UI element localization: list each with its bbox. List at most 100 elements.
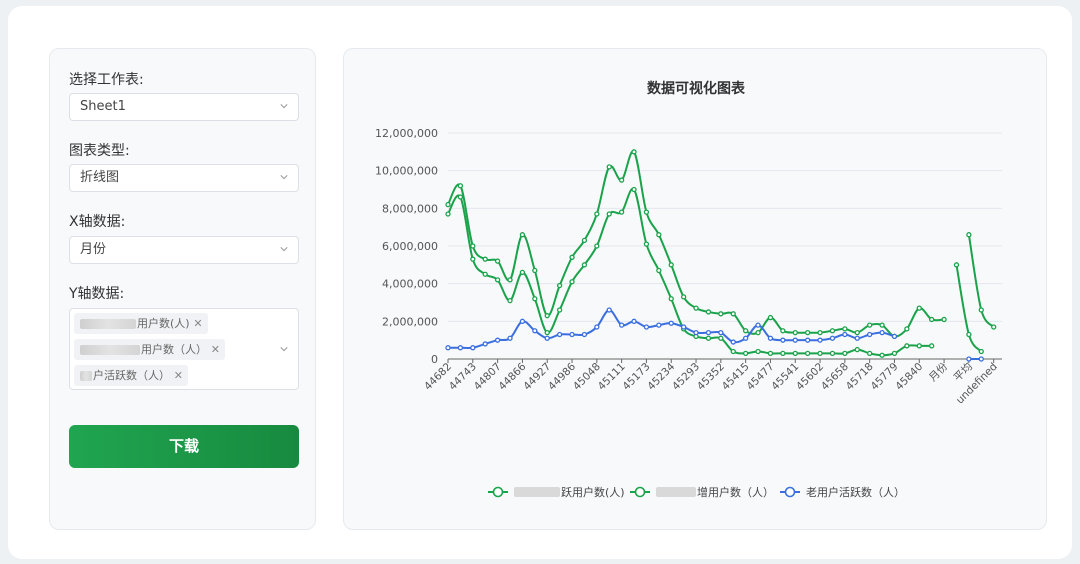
data-point[interactable] <box>470 243 476 249</box>
data-point[interactable] <box>953 262 960 268</box>
data-point[interactable] <box>767 314 774 321</box>
data-point[interactable] <box>569 254 575 260</box>
data-point[interactable] <box>829 328 836 334</box>
data-point[interactable] <box>767 350 774 357</box>
data-point[interactable] <box>891 350 898 357</box>
data-point[interactable] <box>867 350 873 357</box>
data-point[interactable] <box>904 343 910 349</box>
data-point[interactable] <box>792 329 798 336</box>
data-point[interactable] <box>966 356 972 362</box>
data-point[interactable] <box>978 307 984 313</box>
data-point[interactable] <box>643 241 650 247</box>
data-point[interactable] <box>817 350 823 357</box>
data-point[interactable] <box>482 256 488 262</box>
data-point[interactable] <box>656 232 662 238</box>
data-point[interactable] <box>767 335 774 341</box>
data-point[interactable] <box>742 335 749 341</box>
data-point[interactable] <box>556 331 563 338</box>
data-point[interactable] <box>978 356 984 362</box>
data-point[interactable] <box>631 186 637 193</box>
data-point[interactable] <box>680 324 687 330</box>
data-point[interactable] <box>519 269 526 276</box>
data-point[interactable] <box>916 343 922 349</box>
data-point[interactable] <box>854 346 860 353</box>
data-point[interactable] <box>507 297 513 304</box>
data-point[interactable] <box>929 316 935 323</box>
data-point[interactable] <box>556 282 563 289</box>
data-point[interactable] <box>569 331 575 338</box>
data-point[interactable] <box>494 337 501 343</box>
data-point[interactable] <box>730 339 736 345</box>
data-point[interactable] <box>842 326 848 332</box>
data-point[interactable] <box>817 329 823 336</box>
data-point[interactable] <box>780 337 786 343</box>
data-point[interactable] <box>854 329 860 336</box>
data-point[interactable] <box>494 258 501 264</box>
data-point[interactable] <box>643 209 650 215</box>
data-point[interactable] <box>556 307 563 313</box>
data-point[interactable] <box>581 237 588 244</box>
data-point[interactable] <box>780 328 786 334</box>
data-point[interactable] <box>879 329 885 336</box>
data-point[interactable] <box>805 350 811 357</box>
data-point[interactable] <box>904 326 910 332</box>
data-point[interactable] <box>544 335 550 341</box>
data-point[interactable] <box>755 329 761 336</box>
data-point[interactable] <box>705 335 712 341</box>
y-axis-multiselect[interactable]: 用户数(人) ✕ 用户数（人） ✕ 户活跃数（人） ✕ <box>69 308 299 390</box>
data-point[interactable] <box>718 329 724 336</box>
data-point[interactable] <box>482 341 488 347</box>
data-point[interactable] <box>966 232 972 238</box>
data-point[interactable] <box>817 337 823 343</box>
data-point[interactable] <box>792 350 798 357</box>
data-point[interactable] <box>470 345 476 351</box>
data-point[interactable] <box>966 331 972 338</box>
data-point[interactable] <box>618 177 625 183</box>
chart-type-select[interactable]: 折线图 <box>69 164 299 192</box>
data-point[interactable] <box>805 329 811 336</box>
data-point[interactable] <box>457 194 464 200</box>
data-point[interactable] <box>457 345 464 351</box>
data-point[interactable] <box>457 183 464 189</box>
data-point[interactable] <box>991 324 997 330</box>
data-point[interactable] <box>978 348 984 355</box>
data-point[interactable] <box>718 335 724 341</box>
data-point[interactable] <box>916 305 922 311</box>
data-point[interactable] <box>507 335 513 341</box>
data-point[interactable] <box>742 328 749 334</box>
data-point[interactable] <box>643 324 650 330</box>
data-point[interactable] <box>656 267 662 274</box>
data-point[interactable] <box>631 149 637 155</box>
data-point[interactable] <box>941 316 947 323</box>
data-point[interactable] <box>594 211 600 217</box>
data-point[interactable] <box>606 307 612 313</box>
data-point[interactable] <box>507 277 513 283</box>
close-icon[interactable]: ✕ <box>193 317 203 330</box>
data-point[interactable] <box>867 322 873 328</box>
data-point[interactable] <box>680 294 687 300</box>
legend-marker[interactable] <box>634 486 646 498</box>
data-point[interactable] <box>445 201 451 208</box>
data-point[interactable] <box>867 331 873 338</box>
data-point[interactable] <box>842 331 848 338</box>
data-point[interactable] <box>532 328 538 334</box>
data-point[interactable] <box>780 350 786 357</box>
data-point[interactable] <box>581 331 588 338</box>
data-point[interactable] <box>693 329 699 336</box>
data-point[interactable] <box>482 271 488 277</box>
data-point[interactable] <box>693 305 699 311</box>
data-point[interactable] <box>879 322 885 328</box>
data-point[interactable] <box>594 243 600 249</box>
data-point[interactable] <box>742 350 749 357</box>
legend-marker[interactable] <box>492 486 504 498</box>
data-point[interactable] <box>705 329 712 336</box>
data-point[interactable] <box>668 320 674 326</box>
data-point[interactable] <box>829 335 836 341</box>
data-point[interactable] <box>445 211 451 217</box>
data-point[interactable] <box>842 350 848 357</box>
data-point[interactable] <box>929 343 935 349</box>
data-point[interactable] <box>879 352 885 358</box>
close-icon[interactable]: ✕ <box>173 369 183 382</box>
data-point[interactable] <box>668 262 674 268</box>
data-point[interactable] <box>755 348 761 355</box>
